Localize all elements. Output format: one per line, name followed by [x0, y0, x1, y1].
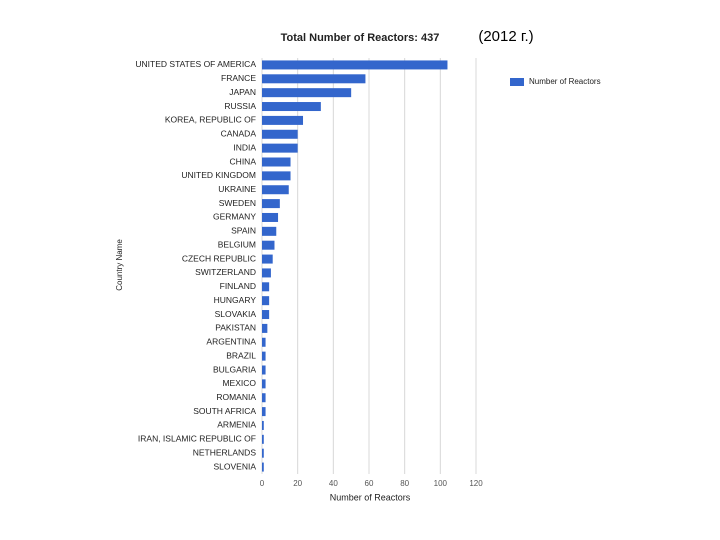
y-tick-label: GERMANY: [213, 212, 256, 222]
y-tick-label: CANADA: [221, 129, 257, 139]
y-tick-label: FRANCE: [221, 73, 256, 83]
y-tick-label: FINLAND: [220, 281, 256, 291]
y-tick-label: MEXICO: [222, 378, 256, 388]
bar: [262, 310, 270, 320]
bar: [262, 60, 448, 70]
bar: [262, 365, 266, 375]
y-axis-label: Country Name: [115, 239, 124, 291]
bar: [262, 462, 264, 472]
x-tick-label: 60: [365, 479, 374, 488]
y-tick-label: SLOVENIA: [213, 461, 256, 471]
bar: [262, 240, 275, 250]
bar: [262, 199, 280, 209]
y-tick-label: BRAZIL: [226, 350, 256, 360]
bar: [262, 323, 268, 333]
x-axis-label: Number of Reactors: [330, 492, 411, 502]
bar: [262, 226, 277, 236]
x-tick-label: 40: [329, 479, 338, 488]
bar: [262, 115, 304, 125]
y-tick-label: CZECH REPUBLIC: [182, 253, 256, 263]
legend-label: Number of Reactors: [529, 77, 601, 86]
bar: [262, 74, 366, 84]
bar: [262, 407, 266, 417]
y-tick-label: INDIA: [233, 142, 256, 152]
bar: [262, 393, 266, 403]
bar: [262, 448, 264, 458]
y-tick-label: SOUTH AFRICA: [193, 406, 256, 416]
bar: [262, 212, 279, 222]
bar: [262, 379, 266, 389]
bar: [262, 254, 273, 264]
x-tick-label: 120: [469, 479, 483, 488]
y-tick-label: RUSSIA: [224, 101, 256, 111]
y-tick-label: SLOVAKIA: [215, 309, 257, 319]
y-tick-label: SWITZERLAND: [195, 267, 256, 277]
bar: [262, 268, 271, 278]
bar: [262, 282, 270, 292]
y-tick-label: JAPAN: [229, 87, 256, 97]
y-tick-label: UNITED KINGDOM: [181, 170, 256, 180]
y-tick-label: IRAN, ISLAMIC REPUBLIC OF: [138, 434, 256, 444]
bar: [262, 420, 264, 430]
bar: [262, 351, 266, 361]
bar: [262, 434, 264, 444]
bar: [262, 157, 291, 167]
x-tick-label: 20: [293, 479, 302, 488]
y-tick-label: ARGENTINA: [206, 337, 256, 347]
x-tick-label: 0: [260, 479, 265, 488]
y-tick-label: CHINA: [230, 156, 257, 166]
y-tick-label: HUNGARY: [214, 295, 257, 305]
bar: [262, 337, 266, 347]
y-tick-label: UNITED STATES OF AMERICA: [135, 59, 256, 69]
bar: [262, 171, 291, 181]
y-tick-label: ARMENIA: [217, 420, 256, 430]
bar: [262, 296, 270, 306]
y-tick-label: NETHERLANDS: [193, 447, 257, 457]
chart-title: Total Number of Reactors: 437: [281, 32, 440, 44]
x-tick-label: 100: [434, 479, 448, 488]
chart-subtitle: (2012 г.): [478, 28, 533, 45]
bar: [262, 129, 298, 139]
x-tick-label: 80: [400, 479, 409, 488]
y-tick-label: PAKISTAN: [215, 323, 256, 333]
y-tick-label: UKRAINE: [218, 184, 256, 194]
y-tick-label: BELGIUM: [218, 239, 256, 249]
y-tick-label: SPAIN: [231, 226, 256, 236]
legend-swatch: [510, 78, 524, 86]
y-tick-label: BULGARIA: [213, 364, 256, 374]
bar: [262, 102, 321, 112]
bar: [262, 143, 298, 153]
y-tick-label: ROMANIA: [216, 392, 256, 402]
bar: [262, 185, 289, 195]
y-tick-label: SWEDEN: [219, 198, 256, 208]
y-tick-label: KOREA, REPUBLIC OF: [165, 115, 256, 125]
bar: [262, 88, 352, 98]
